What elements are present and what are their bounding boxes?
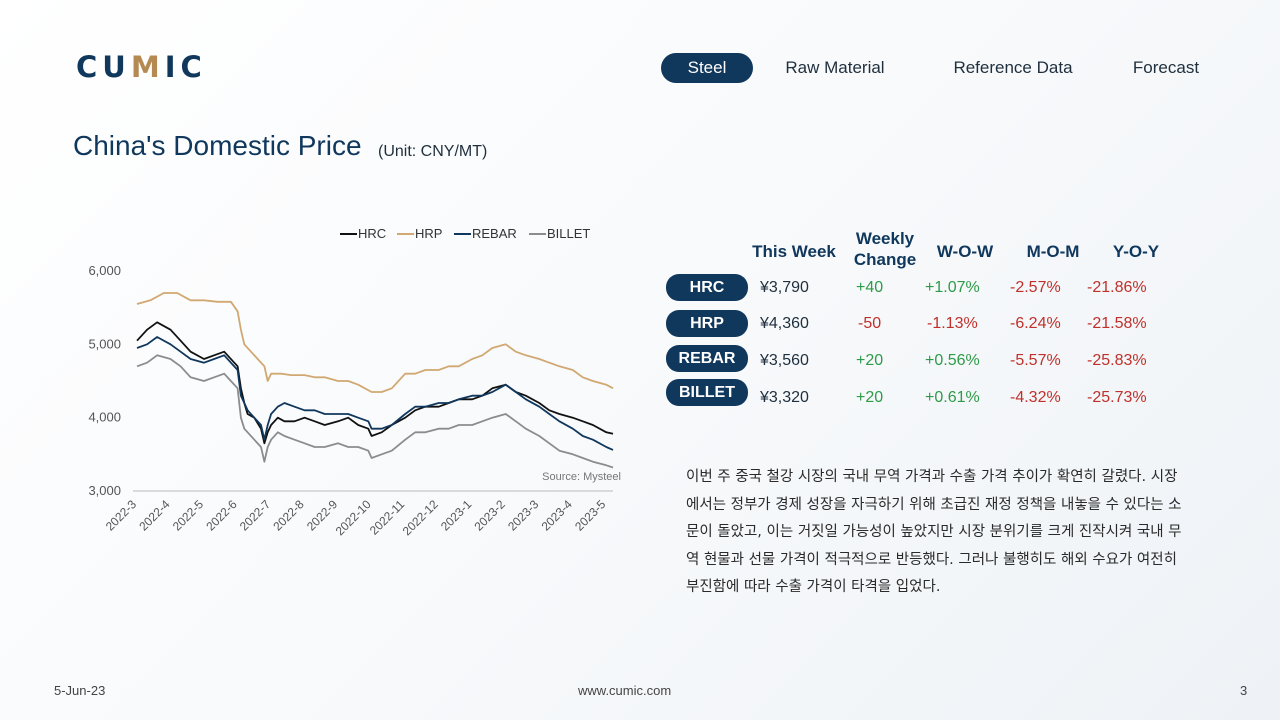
tab-forecast[interactable]: Forecast — [1132, 58, 1200, 77]
legend-label-hrc: HRC — [358, 226, 386, 241]
yoy-hrp: -21.58% — [1087, 315, 1147, 332]
legend-label-billet: BILLET — [547, 226, 590, 241]
mom-billet: -4.32% — [1010, 389, 1061, 406]
x-tick-label: 2023-2 — [472, 497, 509, 534]
x-tick-label: 2023-4 — [539, 497, 576, 534]
mom-hrc: -2.57% — [1010, 279, 1061, 296]
tab-reference-data[interactable]: Reference Data — [953, 58, 1073, 77]
change-billet: +20 — [856, 389, 884, 406]
x-tick-label: 2023-3 — [505, 497, 542, 534]
market-commentary: 이번 주 중국 철강 시장의 국내 무역 가격과 수출 가격 추이가 확연히 갈… — [686, 469, 1182, 595]
footer-url[interactable]: www.cumic.com — [578, 683, 672, 698]
page-number: 3 — [1240, 683, 1248, 698]
x-tick-label: 2022-10 — [333, 497, 374, 538]
wow-rebar: +0.56% — [925, 352, 980, 369]
footer-date: 5-Jun-23 — [54, 683, 106, 698]
wow-hrp: -1.13% — [927, 315, 978, 332]
product-badge-billet: BILLET — [666, 379, 748, 406]
price-line-chart: 3,0004,0005,0006,0002022-32022-42022-520… — [88, 226, 621, 538]
yoy-hrc: -21.86% — [1087, 279, 1147, 296]
product-badge-rebar: REBAR — [666, 345, 748, 372]
x-tick-label: 2022-5 — [170, 497, 207, 534]
page-title: China's Domestic Price — [73, 130, 362, 161]
unit-label: (Unit: CNY/MT) — [378, 143, 488, 160]
series-line-rebar — [136, 336, 614, 451]
x-tick-label: 2022-11 — [367, 497, 408, 538]
price-hrc: ¥3,790 — [760, 279, 809, 296]
x-tick-label: 2022-6 — [203, 497, 240, 534]
tab-steel[interactable]: Steel — [661, 53, 753, 83]
legend-label-rebar: REBAR — [472, 226, 517, 241]
cumic-logo: CUMIC — [76, 50, 207, 84]
header-weekly-change: Weekly Change — [853, 229, 917, 269]
x-tick-label: 2023-1 — [438, 497, 475, 534]
header-yoy: Y-O-Y — [1112, 242, 1160, 261]
x-tick-label: 2023-5 — [572, 497, 609, 534]
price-rebar: ¥3,560 — [760, 352, 809, 369]
product-badge-hrp: HRP — [666, 310, 748, 337]
mom-hrp: -6.24% — [1010, 315, 1061, 332]
x-tick-label: 2022-4 — [136, 497, 173, 534]
change-rebar: +20 — [856, 352, 884, 369]
top-nav: Steel Raw Material Reference Data Foreca… — [0, 53, 1280, 83]
header-mom: M-O-M — [1026, 242, 1080, 261]
x-tick-label: 2022-7 — [237, 497, 274, 534]
x-tick-label: 2022-3 — [103, 497, 140, 534]
x-tick-label: 2022-8 — [270, 497, 307, 534]
header-wow: W-O-W — [936, 242, 994, 261]
mom-rebar: -5.57% — [1010, 352, 1061, 369]
price-billet: ¥3,320 — [760, 389, 809, 406]
y-tick-label: 4,000 — [88, 410, 121, 425]
legend-label-hrp: HRP — [415, 226, 442, 241]
series-line-billet — [136, 354, 614, 469]
yoy-billet: -25.73% — [1087, 389, 1147, 406]
yoy-rebar: -25.83% — [1087, 352, 1147, 369]
chart-source: Source: Mysteel — [542, 471, 621, 483]
x-tick-label: 2022-12 — [400, 497, 441, 538]
change-hrp: -50 — [858, 315, 882, 332]
wow-billet: +0.61% — [925, 389, 980, 406]
wow-hrc: +1.07% — [925, 279, 980, 296]
y-tick-label: 3,000 — [88, 483, 121, 498]
change-hrc: +40 — [856, 279, 884, 296]
product-badge-hrc: HRC — [666, 274, 748, 301]
series-line-hrp — [136, 292, 614, 393]
tab-raw-material[interactable]: Raw Material — [785, 58, 885, 77]
series-line-hrc — [136, 321, 614, 445]
header-this-week: This Week — [752, 242, 836, 261]
y-tick-label: 5,000 — [88, 336, 121, 351]
price-hrp: ¥4,360 — [760, 315, 809, 332]
y-tick-label: 6,000 — [88, 263, 121, 278]
